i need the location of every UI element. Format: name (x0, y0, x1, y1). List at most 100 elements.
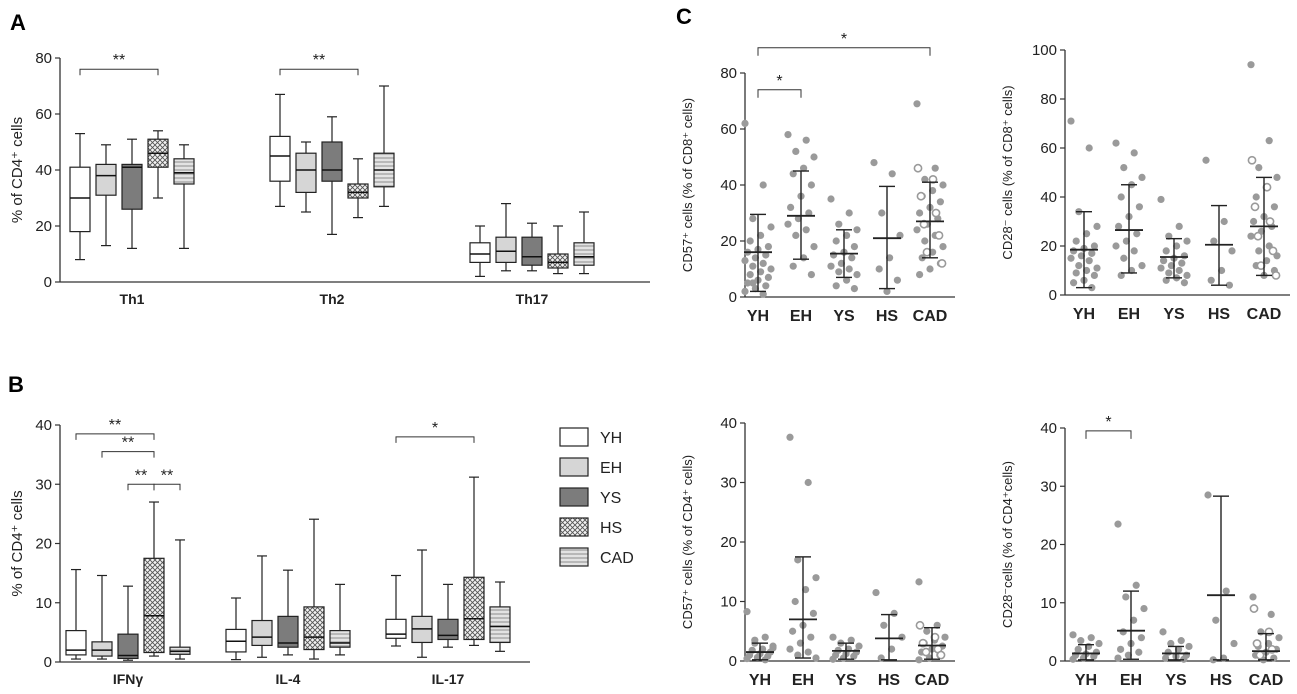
y-tick-label: 0 (44, 654, 52, 671)
data-point (1114, 654, 1122, 662)
y-tick-label: 20 (720, 534, 737, 551)
data-point (1122, 237, 1130, 245)
box-yh (225, 597, 247, 661)
category-label: YS (833, 308, 855, 325)
data-point (1085, 257, 1093, 265)
data-point (1122, 593, 1130, 601)
y-tick-label: 0 (44, 274, 52, 291)
data-point (1112, 242, 1120, 250)
data-point (929, 187, 937, 195)
data-point (850, 243, 859, 251)
data-point (792, 147, 800, 155)
category-label: YH (747, 308, 769, 325)
data-point (1220, 217, 1228, 226)
significance-label: ** (313, 52, 325, 69)
data-point (1115, 222, 1123, 230)
data-point (786, 645, 794, 653)
scatter-group-cad (1249, 593, 1283, 664)
category-label: YS (1165, 672, 1187, 689)
data-point (804, 478, 812, 487)
data-point (743, 655, 751, 663)
significance-label: * (432, 420, 438, 437)
data-point (764, 243, 773, 251)
data-point (764, 273, 773, 281)
data-point (749, 215, 757, 223)
box-hs (347, 158, 369, 219)
box-iqr (295, 152, 317, 193)
box-iqr (385, 618, 407, 639)
y-tick-label: 100 (1032, 42, 1057, 59)
box-eh (295, 141, 317, 213)
data-point (1275, 634, 1283, 642)
data-point (888, 645, 896, 653)
box-iqr (269, 135, 291, 182)
data-point (1133, 230, 1141, 238)
significance-label: ** (109, 417, 121, 434)
data-point (926, 265, 934, 273)
chart-c-cd57-cd4: 0 10 20 30 40 CD57⁺ cells (% of CD4⁺ cells) YH… (680, 415, 955, 689)
data-point (744, 279, 752, 287)
data-point (767, 265, 775, 273)
data-point-open (1250, 202, 1260, 212)
box-ys (117, 585, 139, 661)
legend-label-cad: CAD (600, 550, 634, 567)
data-point (832, 237, 840, 245)
data-point (1090, 271, 1098, 279)
y-tick-label: 20 (720, 233, 737, 250)
data-point (1095, 639, 1103, 648)
data-point (1162, 654, 1170, 662)
category-label: CAD (1249, 672, 1284, 689)
significance-label: ** (161, 467, 173, 484)
data-point (757, 231, 765, 239)
data-point-open (934, 230, 944, 240)
data-point (1135, 648, 1143, 656)
scatter-group-yh (743, 608, 777, 664)
scatter-group-ys (827, 195, 861, 293)
category-label: Th17 (516, 291, 549, 307)
y-axis-label: CD57⁺ cells (% of CD4⁺ cells) (680, 455, 695, 629)
significance-label: * (1105, 414, 1111, 431)
data-point (890, 609, 898, 618)
y-tick-label: 0 (1049, 287, 1057, 304)
box-ys (277, 569, 299, 656)
data-point (1175, 222, 1183, 230)
box-iqr (143, 557, 165, 654)
data-point-open (928, 174, 938, 184)
data-point (1077, 252, 1085, 260)
box-eh (411, 549, 433, 658)
box-ys (121, 138, 143, 249)
significance-bracket (395, 436, 475, 443)
data-point (1165, 269, 1173, 277)
box-iqr (173, 158, 195, 185)
data-point (1218, 266, 1226, 275)
data-point (1212, 616, 1220, 624)
data-point (743, 608, 751, 616)
category-label: CAD (915, 672, 950, 689)
data-point (1135, 203, 1143, 211)
y-tick-label: 30 (720, 475, 737, 492)
box-ys (437, 583, 459, 648)
data-point (749, 279, 757, 287)
data-point (805, 209, 813, 217)
data-point (888, 170, 896, 178)
data-point (1180, 252, 1188, 260)
data-point (794, 215, 803, 223)
data-point (786, 433, 794, 441)
y-tick-label: 40 (35, 417, 52, 434)
box-yh (69, 133, 91, 261)
category-label: CAD (913, 308, 948, 325)
data-point (921, 237, 929, 245)
data-point (1075, 262, 1083, 270)
box-iqr (251, 619, 273, 647)
data-point (1252, 193, 1260, 201)
legend: YH EH YS HS CAD (559, 427, 634, 567)
data-point (939, 181, 947, 189)
y-tick-label: 20 (1040, 238, 1057, 255)
data-point (835, 268, 843, 276)
data-point-open (937, 258, 947, 268)
data-point (853, 271, 861, 279)
data-point (843, 276, 851, 284)
data-point (939, 243, 947, 251)
